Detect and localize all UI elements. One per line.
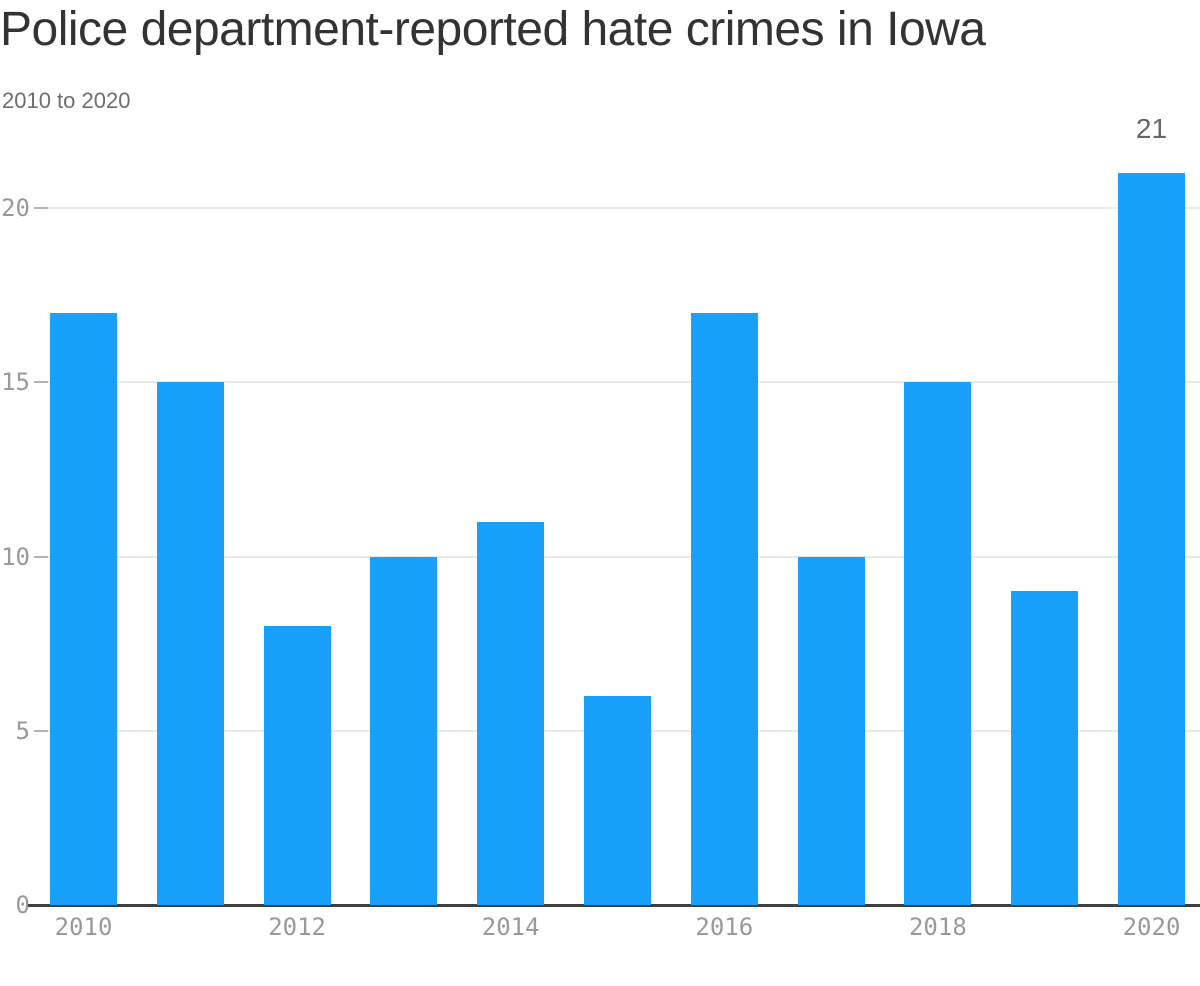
- y-tick-mark: [34, 381, 48, 384]
- x-tick-label: 2020: [1122, 913, 1181, 941]
- y-tick-label: 20: [1, 194, 30, 222]
- y-tick-mark: [34, 207, 48, 209]
- y-tick-label: 10: [1, 542, 30, 571]
- bar-2015: [584, 695, 651, 905]
- x-tick-label: 2010: [54, 913, 113, 941]
- x-axis-line: [28, 904, 1200, 907]
- y-gridline: [37, 381, 1200, 384]
- x-tick-label: 2018: [908, 913, 967, 941]
- bar-2017: [797, 556, 865, 905]
- bar-2012: [263, 626, 331, 905]
- bar-2011: [156, 382, 224, 905]
- x-tick-label: 2016: [695, 913, 754, 941]
- bar-2014: [477, 521, 545, 905]
- bar-2020: [1118, 173, 1185, 905]
- bar-2010: [50, 312, 117, 905]
- chart-subtitle: 2010 to 2020: [2, 88, 131, 113]
- bar-2018: [904, 382, 972, 905]
- bar-value-label: 21: [1135, 113, 1168, 145]
- y-tick-mark: [34, 555, 48, 558]
- x-tick-label: 2012: [268, 913, 326, 941]
- y-tick-label: 15: [1, 368, 30, 397]
- x-tick-label: 2014: [481, 913, 540, 941]
- bar-2019: [1011, 591, 1079, 905]
- y-tick-label: 0: [15, 891, 30, 919]
- y-gridline: [37, 207, 1200, 209]
- y-tick-mark: [34, 729, 48, 732]
- chart-title: Police department-reported hate crimes i…: [0, 3, 986, 56]
- bar-2013: [370, 556, 438, 905]
- y-gridline: [37, 555, 1200, 558]
- bar-2016: [690, 312, 758, 905]
- y-tick-label: 5: [15, 716, 30, 745]
